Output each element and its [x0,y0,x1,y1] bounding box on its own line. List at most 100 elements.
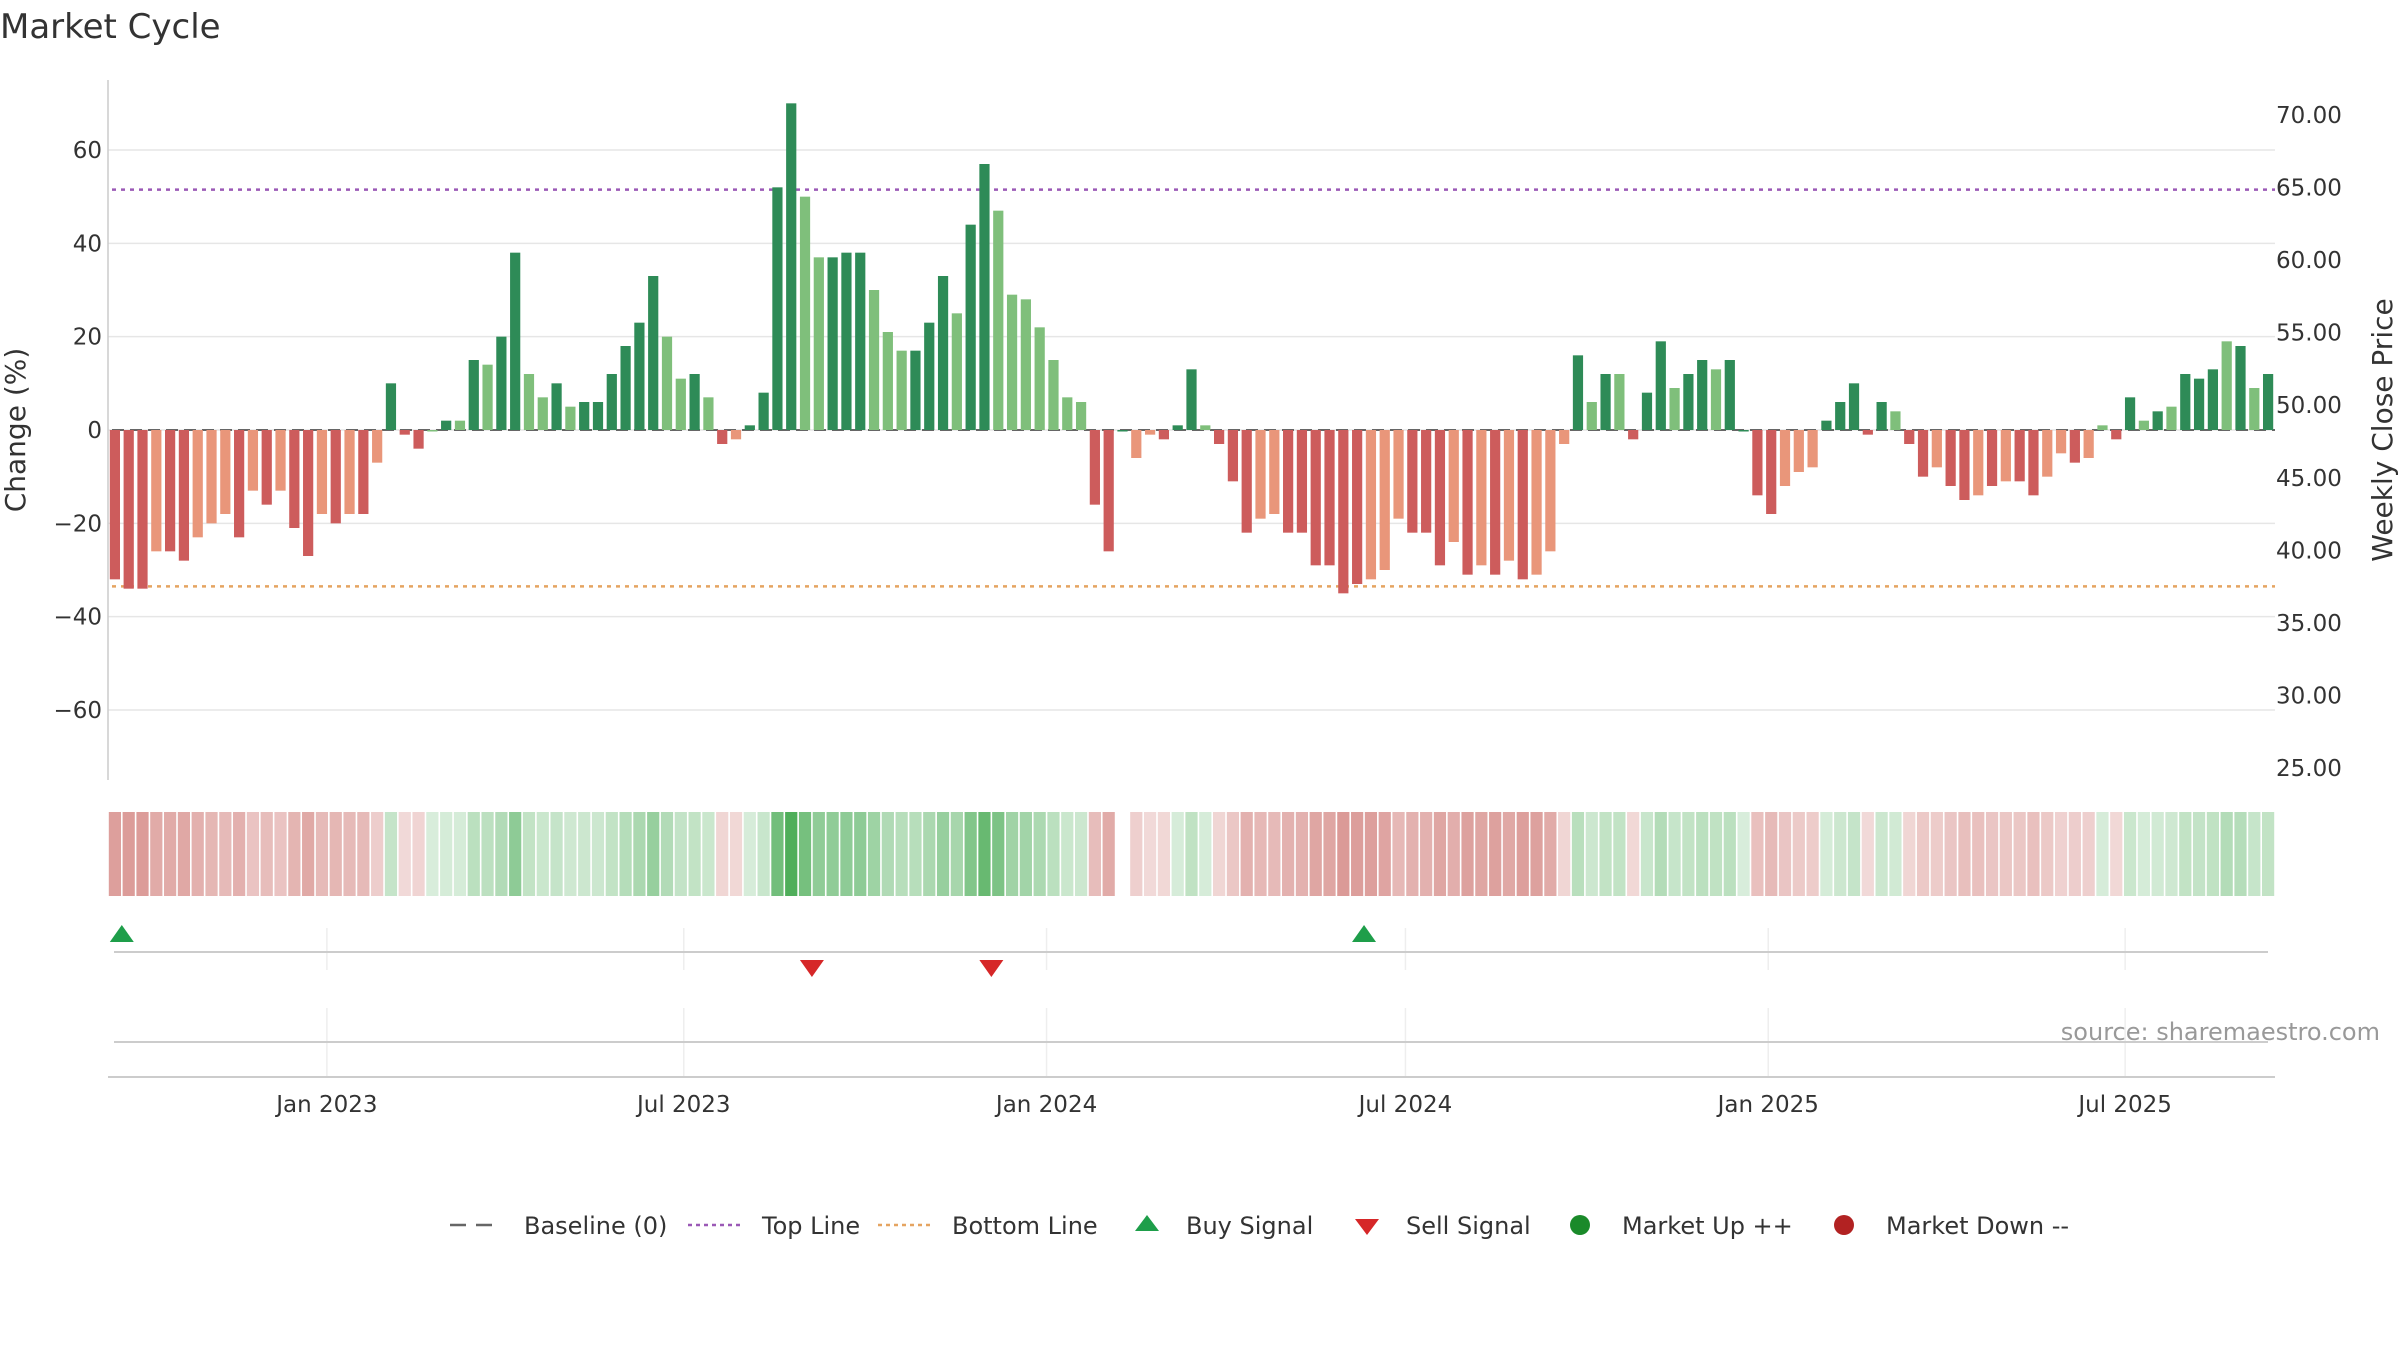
heat-cell [1475,812,1488,896]
heat-cell [1723,812,1736,896]
bar [261,430,272,505]
heat-cell [660,812,674,896]
bar [910,350,921,430]
legend-swatch-buy [1135,1215,1159,1231]
bar [165,430,176,552]
y-left-tick-label: 40 [73,231,102,257]
heat-cell [509,812,522,896]
bar [123,430,134,589]
heat-cell [1985,812,1999,896]
heat-cell [1226,812,1240,896]
heat-cell [1903,812,1916,896]
bar [1048,360,1059,430]
heat-cell [1171,812,1184,896]
buy-signal-marker [1352,925,1377,942]
y-left-tick-label: −20 [53,511,102,537]
heat-cell [1571,812,1585,896]
bar [109,430,121,580]
heat-cell [1240,812,1253,896]
bar [385,383,397,430]
x-tick-label: Jan 2025 [1716,1092,1819,1118]
legend-item: Bottom Line [878,1212,1098,1240]
bar [510,252,521,430]
legend-swatch-sell [1355,1219,1379,1235]
heat-cell [812,812,825,896]
bar [1213,430,1225,444]
bar [468,360,479,430]
bar [1283,430,1294,533]
heat-cell [647,812,660,896]
heat-cell [1047,812,1060,896]
legend-item: Market Up ++ [1570,1212,1793,1240]
bar [565,406,576,430]
bar [924,322,935,430]
heat-cell [329,812,342,896]
heat-cell [2054,812,2068,896]
heat-cell [2206,812,2219,896]
heat-cell [371,812,384,896]
heat-cell [1502,812,1516,896]
heat-cell [164,812,177,896]
bar [1407,430,1418,533]
bar [413,430,424,449]
heat-cell [1309,812,1322,896]
heat-cell [2027,812,2040,896]
bar [1641,392,1653,430]
heat-cell [1143,812,1157,896]
bar [151,430,162,552]
heat-cell [412,812,425,896]
legend-label: Bottom Line [952,1212,1098,1240]
bar [1779,430,1791,486]
bar [2207,369,2218,430]
heat-cell [205,812,218,896]
bar [537,397,548,430]
bar [1917,430,1929,477]
buy-signal-marker [109,925,134,942]
heat-cell [1364,812,1378,896]
bar [937,276,949,430]
bar [772,187,783,430]
y-left-tick-label: −60 [53,698,102,724]
y-right-tick-label: 55.00 [2276,321,2342,347]
heat-cell [2179,812,2192,896]
bar [206,430,217,524]
heat-cell [743,812,756,896]
bar [717,430,728,444]
bar [1434,430,1446,566]
bar [1241,430,1252,533]
heat-cell [936,812,950,896]
bar [1269,430,1280,514]
bar [1200,425,1211,430]
heat-cell [1157,812,1170,896]
heat-cell [854,812,867,896]
bar [813,257,824,430]
heat-cell [1102,812,1115,896]
bar [841,252,852,430]
heat-cell [867,812,881,896]
x-tick-label: Jan 2023 [274,1092,377,1118]
y-left-tick-label: 60 [73,138,102,164]
heat-cell [1751,812,1764,896]
heat-cell [246,812,260,896]
bar [648,276,659,430]
heat-cell [1654,812,1667,896]
heat-cell [2013,812,2026,896]
heat-cell [619,812,632,896]
bar [993,210,1004,430]
heat-cell [1268,812,1281,896]
bar [1338,430,1349,594]
x-tick-label: Jan 2024 [994,1092,1097,1118]
bar [1835,402,1846,430]
bar [951,313,962,430]
heat-cell [702,812,715,896]
heat-cell [453,812,467,896]
heat-cell [467,812,480,896]
heat-cell [1958,812,1971,896]
bar [868,290,880,430]
heat-cell [122,812,135,896]
heat-cell [826,812,839,896]
bar [1503,430,1515,561]
heat-cell [440,812,453,896]
y-right-tick-label: 40.00 [2276,538,2342,564]
bar [1462,430,1473,575]
